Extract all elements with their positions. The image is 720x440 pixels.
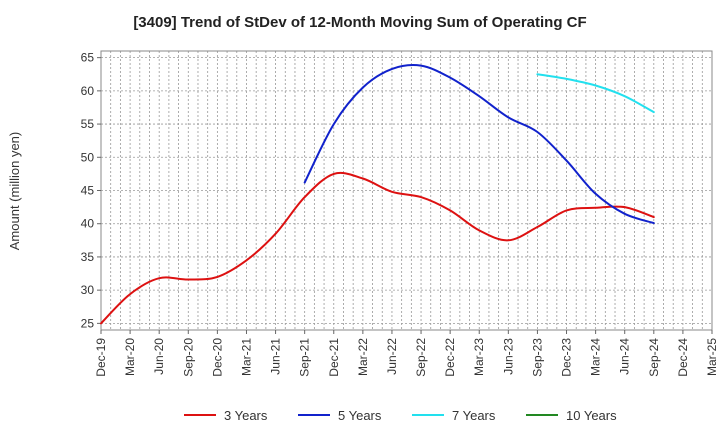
series-line-3-years: [100, 171, 655, 325]
x-tick-label: Sep-23: [530, 338, 544, 377]
x-tick-label: Jun-20: [152, 338, 166, 375]
x-tick-label: Jun-23: [501, 338, 515, 375]
x-tick-label: Dec-24: [676, 338, 690, 377]
x-tick-label: Dec-22: [443, 338, 457, 377]
y-tick-label: 45: [81, 184, 95, 198]
x-tick-label: Jun-21: [269, 338, 283, 375]
y-tick-label: 35: [81, 250, 95, 264]
x-axis: Dec-19 Mar-20 Jun-20 Sep-20 Dec-20 Mar-21 Jun-…: [94, 330, 719, 377]
x-tick-label: Mar-23: [472, 338, 486, 376]
y-tick-label: 30: [81, 283, 95, 297]
y-axis-label: Amount (million yen): [7, 132, 22, 251]
legend-label-5-years: 5 Years: [338, 408, 382, 423]
x-tick-label: Jun-22: [385, 338, 399, 375]
x-tick-label: Mar-20: [123, 338, 137, 376]
y-tick-label: 50: [81, 150, 95, 164]
legend-label-3-years: 3 Years: [224, 408, 268, 423]
y-tick-label: 25: [81, 316, 95, 330]
x-tick-label: Jun-24: [618, 338, 632, 375]
x-tick-label: Sep-20: [181, 338, 195, 377]
y-tick-label: 65: [81, 51, 95, 65]
series-line-5-years: [303, 64, 655, 225]
x-tick-label: Mar-22: [356, 338, 370, 376]
x-tick-label: Mar-21: [239, 338, 253, 376]
x-tick-label: Dec-20: [210, 338, 224, 377]
y-axis: 25 30 35 40 45 50 55 60 65: [81, 51, 101, 330]
y-tick-label: 55: [81, 117, 95, 131]
series-line-7-years: [536, 73, 655, 114]
x-tick-label: Dec-19: [94, 338, 108, 377]
x-tick-label: Sep-22: [414, 338, 428, 377]
legend: 3 Years 5 Years 7 Years 10 Years: [184, 408, 617, 423]
grid: [101, 51, 712, 330]
x-tick-label: Mar-25: [705, 338, 719, 376]
series-lines: [100, 64, 655, 325]
y-tick-label: 60: [81, 84, 95, 98]
x-tick-label: Sep-21: [298, 338, 312, 377]
legend-label-7-years: 7 Years: [452, 408, 496, 423]
x-tick-label: Mar-24: [589, 338, 603, 376]
y-tick-label: 40: [81, 217, 95, 231]
x-tick-label: Dec-23: [560, 338, 574, 377]
legend-label-10-years: 10 Years: [566, 408, 617, 423]
chart-title: [3409] Trend of StDev of 12-Month Moving…: [133, 14, 586, 31]
x-tick-label: Sep-24: [647, 338, 661, 377]
x-tick-label: Dec-21: [327, 338, 341, 377]
